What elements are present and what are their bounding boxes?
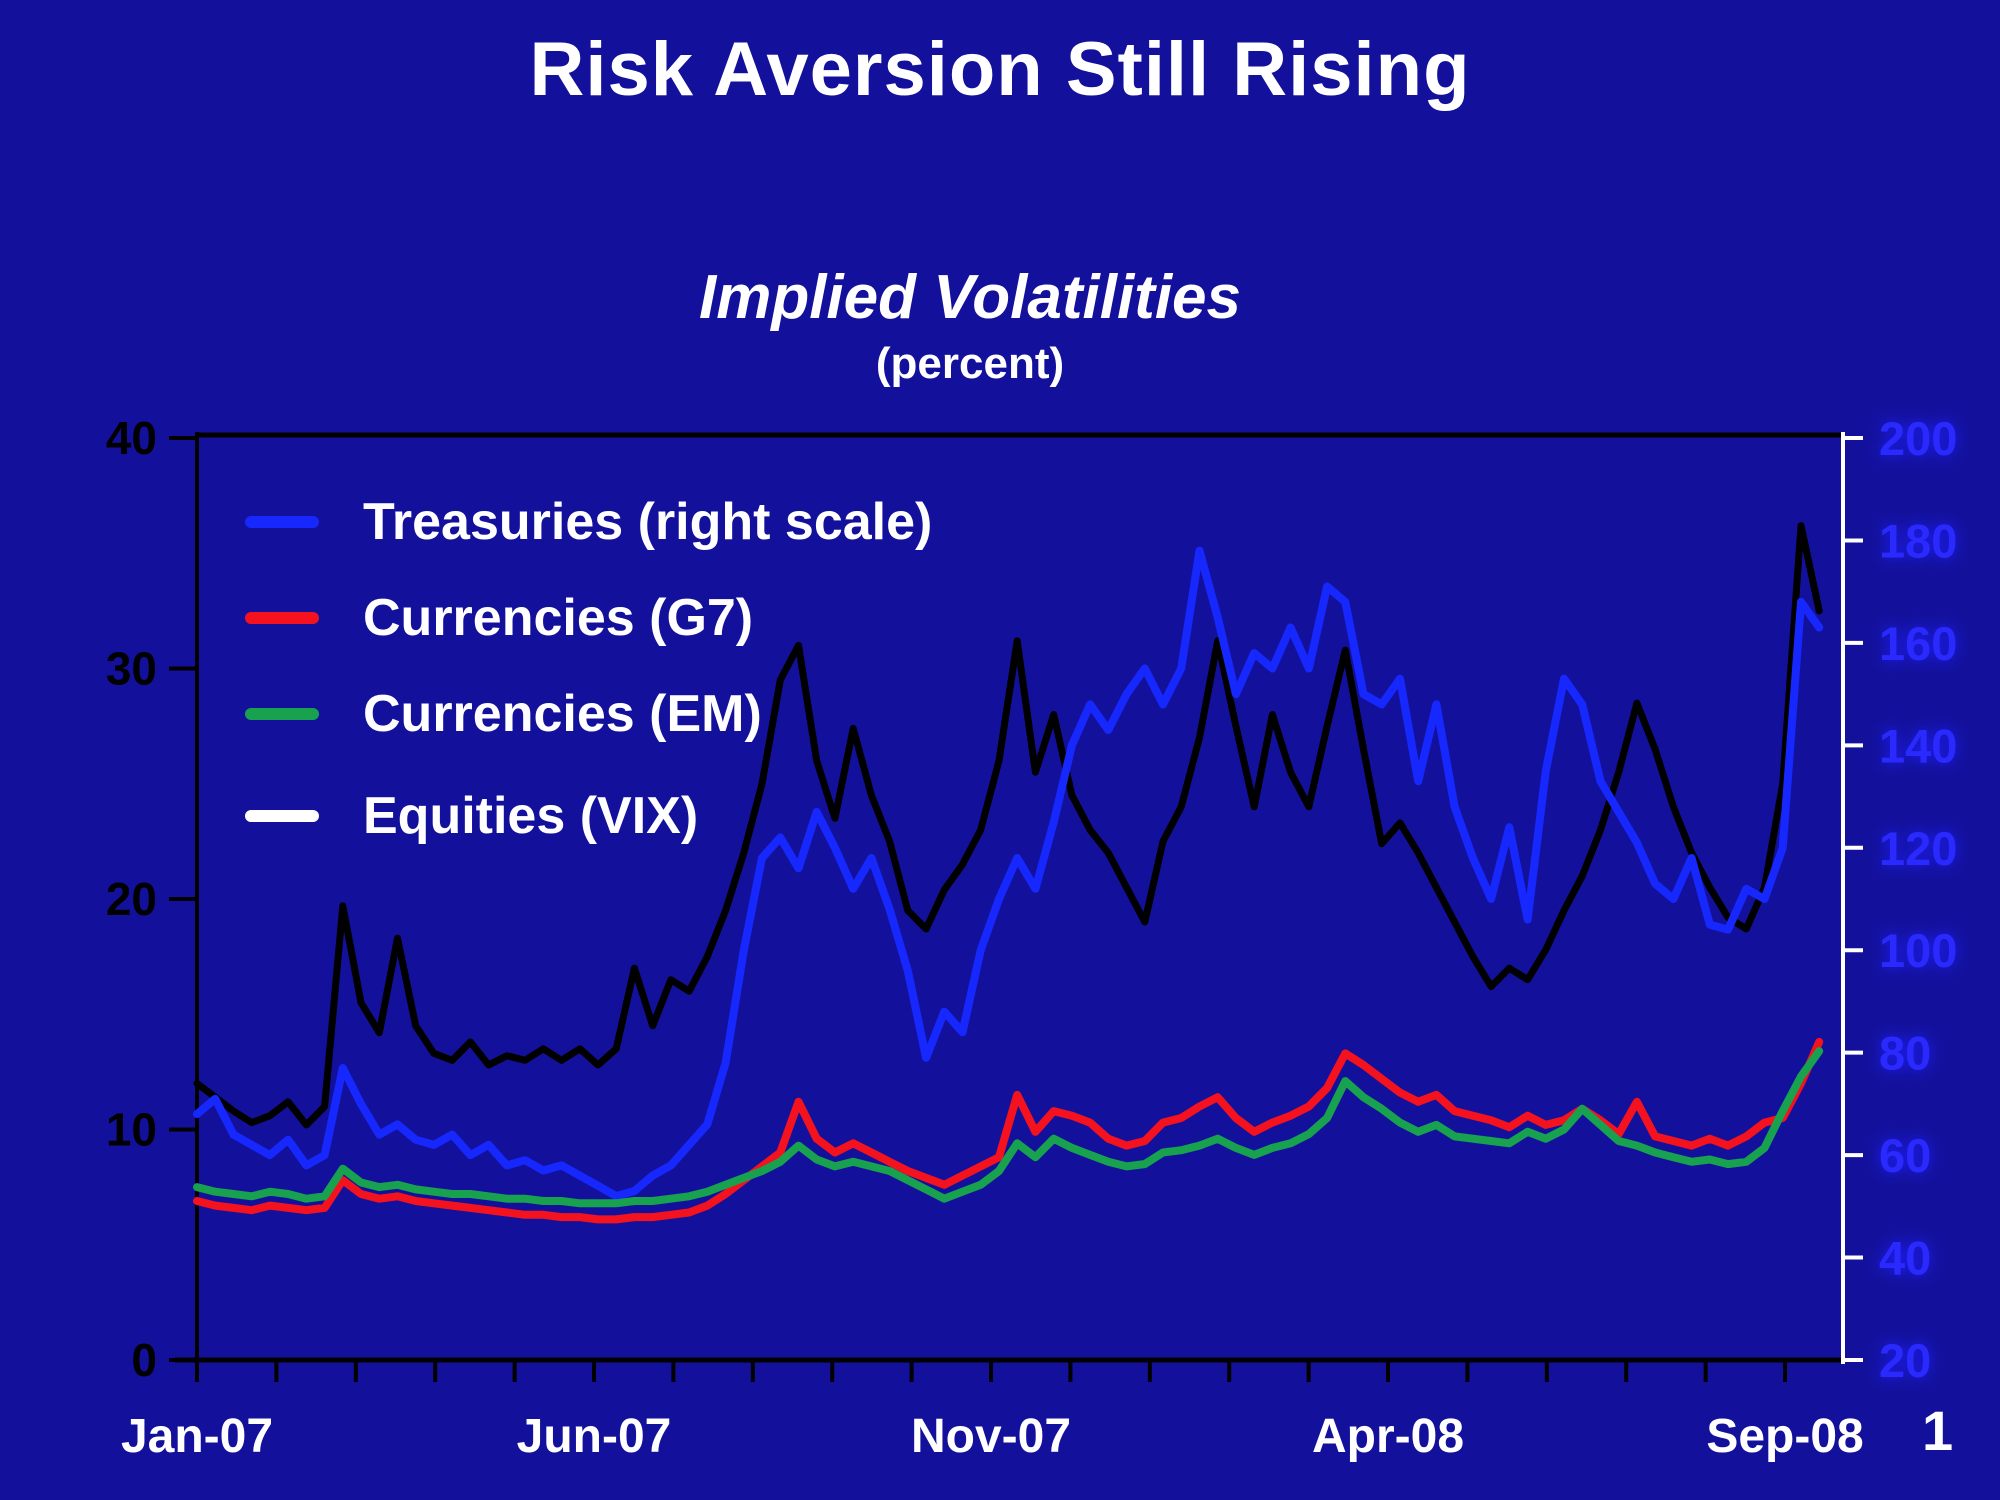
right-axis-tick-label: 100 (1879, 924, 1957, 977)
right-axis-tick-label: 120 (1879, 822, 1957, 875)
legend-label-currencies-g7: Currencies (G7) (363, 589, 754, 647)
x-axis-label: Jun-07 (517, 1410, 672, 1463)
left-axis-tick-label: 20 (106, 873, 157, 925)
legend-label-equities-vix: Equities (VIX) (363, 787, 699, 845)
equities-vix-line-swatch (245, 810, 319, 822)
left-axis-tick-label: 10 (106, 1104, 157, 1156)
right-axis-tick-label: 60 (1879, 1129, 1931, 1182)
chart-subtitle-block: Implied Volatilities (percent) (470, 262, 1470, 389)
treasuries-line-swatch (245, 516, 319, 528)
right-axis-tick-label: 200 (1879, 412, 1957, 465)
chart-subtitle: Implied Volatilities (698, 263, 1242, 332)
legend-item-currencies-g7: Currencies (G7) (245, 589, 932, 647)
legend-item-currencies-em: Currencies (EM) (245, 685, 932, 743)
series-line-currencies-em (193, 1047, 1824, 1208)
x-axis-label: Jan-07 (121, 1410, 273, 1463)
left-axis-tick-label: 0 (131, 1334, 157, 1386)
left-axis-tick-label: 40 (106, 412, 157, 464)
right-axis-tick-label: 40 (1879, 1232, 1931, 1285)
right-axis-tick-label: 160 (1879, 617, 1957, 670)
series-line-treasuries-right-scale (193, 546, 1824, 1201)
series-line-equities-vix (193, 522, 1823, 1129)
currencies-g7-line-swatch (245, 612, 319, 624)
series-line-currencies-g7 (193, 1037, 1824, 1224)
right-axis-tick-label: 180 (1879, 514, 1957, 567)
left-axis-tick-label: 30 (106, 643, 157, 695)
x-axis-label: Apr-08 (1312, 1410, 1464, 1463)
chart-unit-label: (percent) (875, 339, 1065, 388)
right-axis-tick-label: 80 (1879, 1027, 1931, 1080)
page-number: 1 (1922, 1399, 1954, 1462)
legend-label-currencies-em: Currencies (EM) (363, 685, 762, 743)
chart-legend: Treasuries (right scale) Currencies (G7)… (245, 493, 933, 884)
legend-item-equities-vix: Equities (VIX) (245, 787, 932, 845)
right-axis-tick-label: 20 (1879, 1334, 1931, 1387)
slide-title: Risk Aversion Still Rising (529, 27, 1471, 112)
x-axis-label: Sep-08 (1706, 1410, 1863, 1463)
x-axis-label: Nov-07 (911, 1410, 1071, 1463)
currencies-em-line-swatch (245, 708, 319, 720)
legend-item-treasuries: Treasuries (right scale) (245, 493, 933, 551)
legend-label-treasuries: Treasuries (right scale) (363, 493, 933, 551)
right-axis-tick-label: 140 (1879, 719, 1957, 772)
